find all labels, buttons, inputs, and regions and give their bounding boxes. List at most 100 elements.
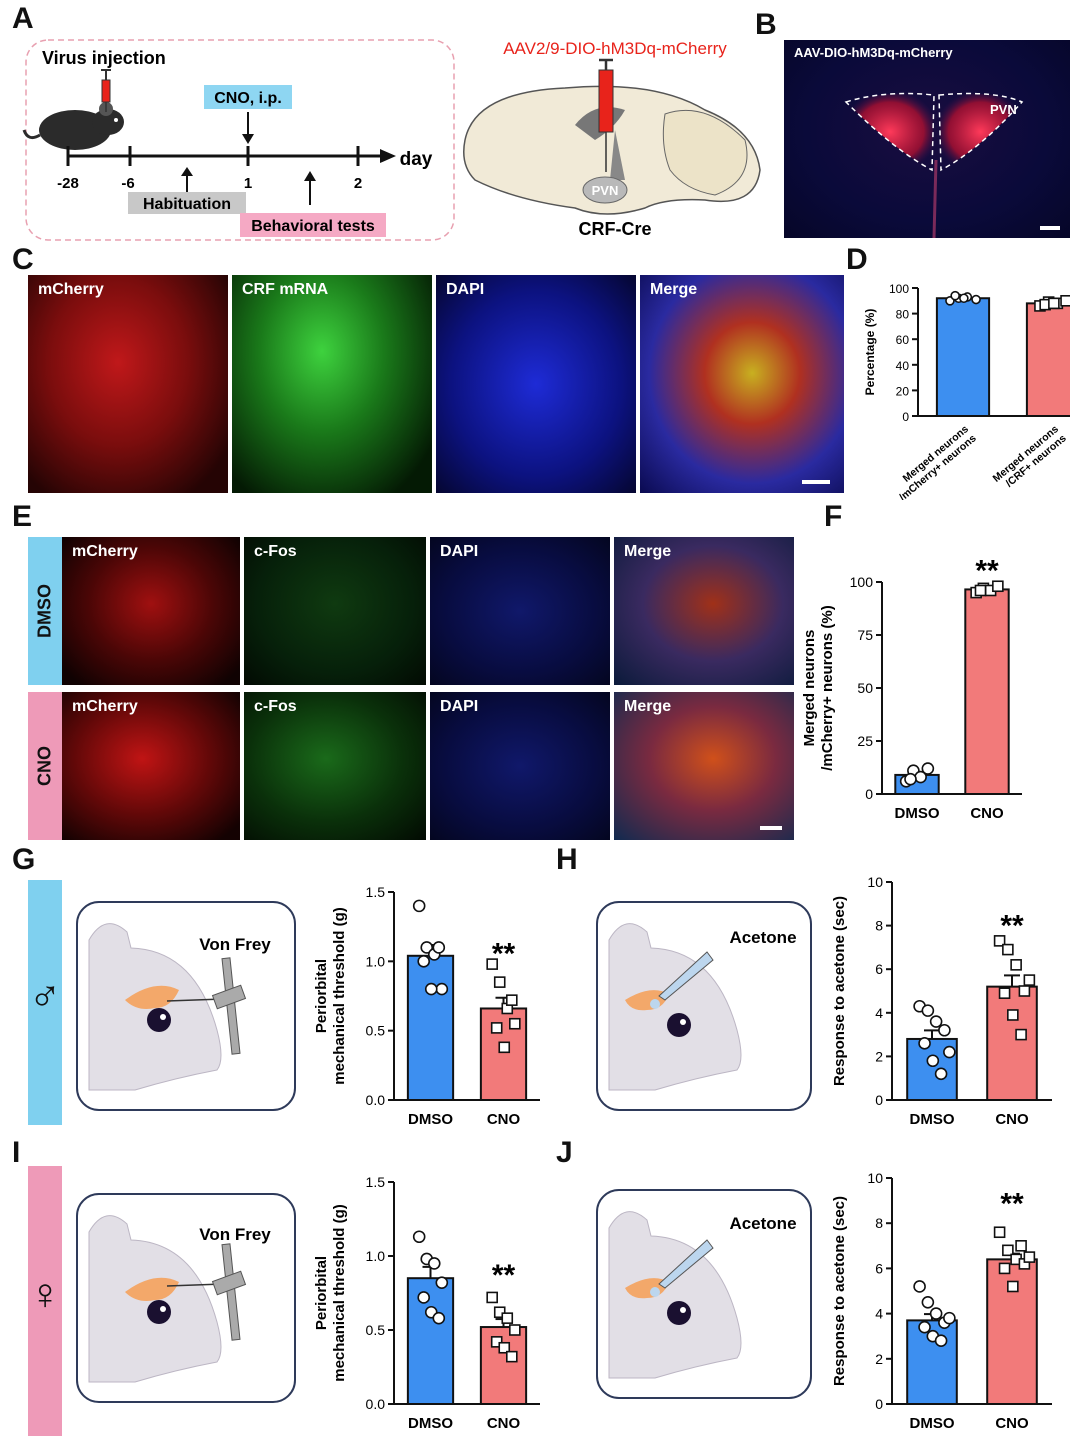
data-point (921, 1004, 935, 1017)
scale-bar (802, 480, 830, 484)
micrograph-e-cno-cfos: c-Fos (244, 692, 426, 840)
y-tick-label: 75 (857, 627, 873, 643)
micrograph-e-dmso-dapi: DAPI (430, 537, 610, 685)
x-tick-label: CNO (995, 1415, 1029, 1432)
micrograph-e-cno-mcherry: mCherry (62, 692, 240, 840)
data-point (435, 982, 449, 996)
data-point (509, 1017, 521, 1030)
stimulus-label: Acetone (729, 928, 796, 947)
data-point (959, 293, 969, 304)
cno-box (204, 85, 292, 109)
micrograph-label: mCherry (72, 698, 138, 715)
mouse-eye (147, 1008, 171, 1032)
micrograph-label: Merge (624, 698, 672, 715)
y-tick-label: 0 (902, 410, 909, 424)
y-tick-label: 100 (889, 282, 909, 296)
y-axis-label: Percentage (%) (863, 309, 877, 396)
panel-letter-h: H (556, 843, 578, 876)
y-tick-label: 1.5 (366, 1174, 386, 1190)
chart-h: 0 2 4 6 8 10 Response to acetone (sec) DMSO ** CN… (831, 874, 1052, 1128)
significance-label: ** (1000, 1188, 1024, 1221)
micrograph-e-cno-dapi: DAPI (430, 692, 610, 840)
row-label-dmso: DMSO (28, 537, 62, 685)
data-point (417, 1291, 431, 1304)
y-tick-label: 6 (875, 1260, 883, 1276)
bar (906, 1037, 958, 1102)
panel-letter-j: J (556, 1136, 573, 1169)
data-point (486, 958, 498, 970)
micrograph-c-dapi: DAPI (436, 275, 636, 493)
tick-label: -6 (121, 175, 134, 192)
y-tick-label: 20 (896, 384, 910, 398)
micrograph-c-merge: Merge (640, 275, 844, 493)
y-tick-label: 100 (850, 574, 874, 590)
row-label-text: DMSO (34, 584, 55, 638)
panel-a-timeline: CNO, i.p. day -28 -6 1 2 Habituation Beh… (22, 39, 455, 241)
micrograph-c-crf: CRF mRNA (232, 275, 432, 493)
data-point (493, 1306, 506, 1319)
scale-bar (1040, 226, 1060, 230)
mouse-head-illustration-j: Acetone (596, 1189, 812, 1399)
mouse-eye (667, 1013, 691, 1037)
x-tick-label: Merged neurons/CRF+ neurons (991, 423, 1069, 494)
tick-label: 2 (354, 175, 362, 192)
micrograph-e-dmso-merge: Merge (614, 537, 794, 685)
data-point (501, 1312, 514, 1324)
x-tick-label: DMSO (910, 1415, 955, 1432)
panel-letter-f: F (824, 500, 843, 533)
panel-letter-g: G (12, 843, 36, 876)
data-point (998, 1262, 1011, 1275)
data-point (998, 987, 1011, 999)
data-point (1015, 1240, 1027, 1252)
tick-label: 1 (244, 175, 252, 192)
bar (406, 954, 455, 1101)
micrograph-label: DAPI (440, 698, 479, 715)
chart-i: 0.0 0.5 1.0 1.5 Periorbitalmechanical thresh… (313, 1174, 540, 1432)
y-tick-label: 1.5 (366, 884, 386, 900)
data-point (1023, 1251, 1036, 1263)
cerebellum-shape (662, 109, 748, 196)
data-point (1007, 1280, 1019, 1293)
y-axis-label: Response to acetone (sec) (831, 896, 848, 1086)
significance-label: ** (492, 1259, 516, 1292)
y-tick-label: 4 (875, 1005, 883, 1021)
data-point (1023, 974, 1036, 986)
row-label-text: CNO (34, 746, 55, 786)
pvn-outline-right (938, 92, 1024, 172)
timeline-unit: day (400, 149, 433, 170)
y-tick-label: 25 (857, 733, 873, 749)
data-point (921, 1296, 935, 1309)
female-symbol: ♀ (28, 1270, 62, 1319)
data-point (992, 580, 1004, 593)
x-tick-label: CNO (487, 1111, 521, 1128)
data-point (490, 1336, 503, 1348)
mouse-head-shape (608, 923, 742, 1091)
y-tick-label: 80 (896, 308, 910, 322)
mouse-head-illustration-i: Von Frey (76, 1193, 296, 1403)
data-point (974, 584, 987, 597)
data-point (918, 1320, 931, 1334)
data-point (1007, 1009, 1019, 1021)
data-point (509, 1324, 521, 1336)
data-point (498, 1041, 511, 1054)
micrograph-b: AAV-DIO-hM3Dq-mCherry PVN (784, 40, 1070, 238)
y-tick-label: 10 (867, 874, 883, 890)
acetone-pipette-icon (658, 1239, 714, 1289)
chart-j: 0 2 4 6 8 10 Response to acetone (sec) DMSO ** CN… (831, 1170, 1052, 1432)
mouse-line-label: CRF-Cre (578, 219, 651, 239)
data-point (934, 1334, 948, 1348)
data-point (427, 1257, 441, 1270)
pvn-region (582, 176, 628, 204)
syringe-icon (598, 58, 614, 172)
data-point (1002, 1244, 1014, 1257)
y-tick-label: 40 (896, 359, 910, 373)
data-point (490, 1022, 503, 1034)
micrograph-label: mCherry (72, 543, 138, 560)
mouse-head-shape (608, 1211, 742, 1379)
data-point (1060, 294, 1070, 307)
panel-a-dashed-frame (25, 39, 455, 241)
significance-label: ** (975, 554, 999, 587)
y-tick-label: 0 (865, 786, 873, 802)
bar (964, 588, 1010, 795)
significance-label: ** (1000, 909, 1024, 942)
